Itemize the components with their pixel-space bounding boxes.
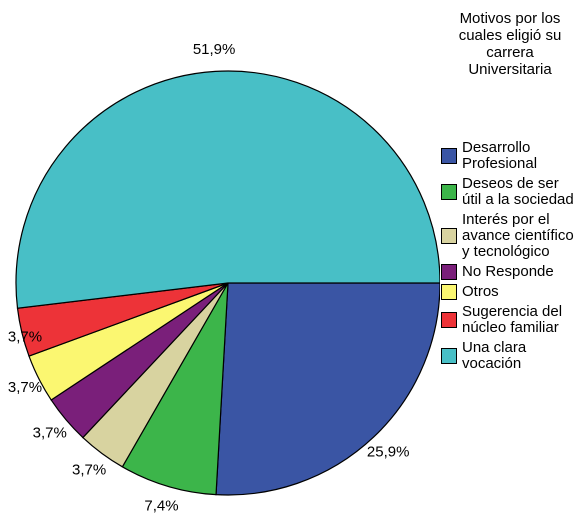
- legend-item: No Responde: [441, 264, 577, 280]
- legend: Desarrollo Profesional Deseos de ser útil…: [441, 140, 577, 372]
- legend-item: Otros: [441, 284, 577, 300]
- legend-swatch: [441, 184, 457, 200]
- legend-swatch: [441, 228, 457, 244]
- legend-swatch: [441, 264, 457, 280]
- legend-title: Motivos por los cuales eligió su carrera…: [458, 10, 562, 78]
- data-label: 25,9%: [367, 443, 410, 460]
- legend-item: Sugerencia del núcleo familiar: [441, 304, 577, 336]
- legend-label: No Responde: [462, 263, 554, 280]
- data-label: 3,7%: [33, 424, 67, 441]
- pie-slice: [215, 282, 440, 496]
- legend-swatch: [441, 284, 457, 300]
- legend-swatch: [441, 312, 457, 328]
- legend-label: Deseos de ser útil a la sociedad: [462, 175, 574, 208]
- legend-label: Una clara vocación: [462, 339, 527, 372]
- legend-item: Una clara vocación: [441, 340, 577, 372]
- data-label: 51,9%: [193, 41, 236, 58]
- legend-label: Desarrollo Profesional: [462, 139, 538, 172]
- legend-item: Interés por el avance científico y tecno…: [441, 212, 577, 260]
- legend-swatch: [441, 148, 457, 164]
- legend-item: Deseos de ser útil a la sociedad: [441, 176, 577, 208]
- data-label: 7,4%: [144, 497, 178, 514]
- pie-slice: [15, 70, 440, 309]
- legend-swatch: [441, 348, 457, 364]
- legend-label: Sugerencia del núcleo familiar: [462, 303, 563, 336]
- pie-slice: [121, 282, 229, 496]
- legend-item: Desarrollo Profesional: [441, 140, 577, 172]
- legend-label: Interés por el avance científico y tecno…: [462, 211, 574, 260]
- chart: 25,9% 7,4% 3,7% 3,7% 3,7% 3,7% 51,9%: [8, 41, 440, 514]
- data-label: 3,7%: [72, 461, 106, 478]
- legend-label: Otros: [462, 283, 499, 300]
- data-label: 3,7%: [8, 328, 42, 345]
- data-label: 3,7%: [8, 379, 42, 396]
